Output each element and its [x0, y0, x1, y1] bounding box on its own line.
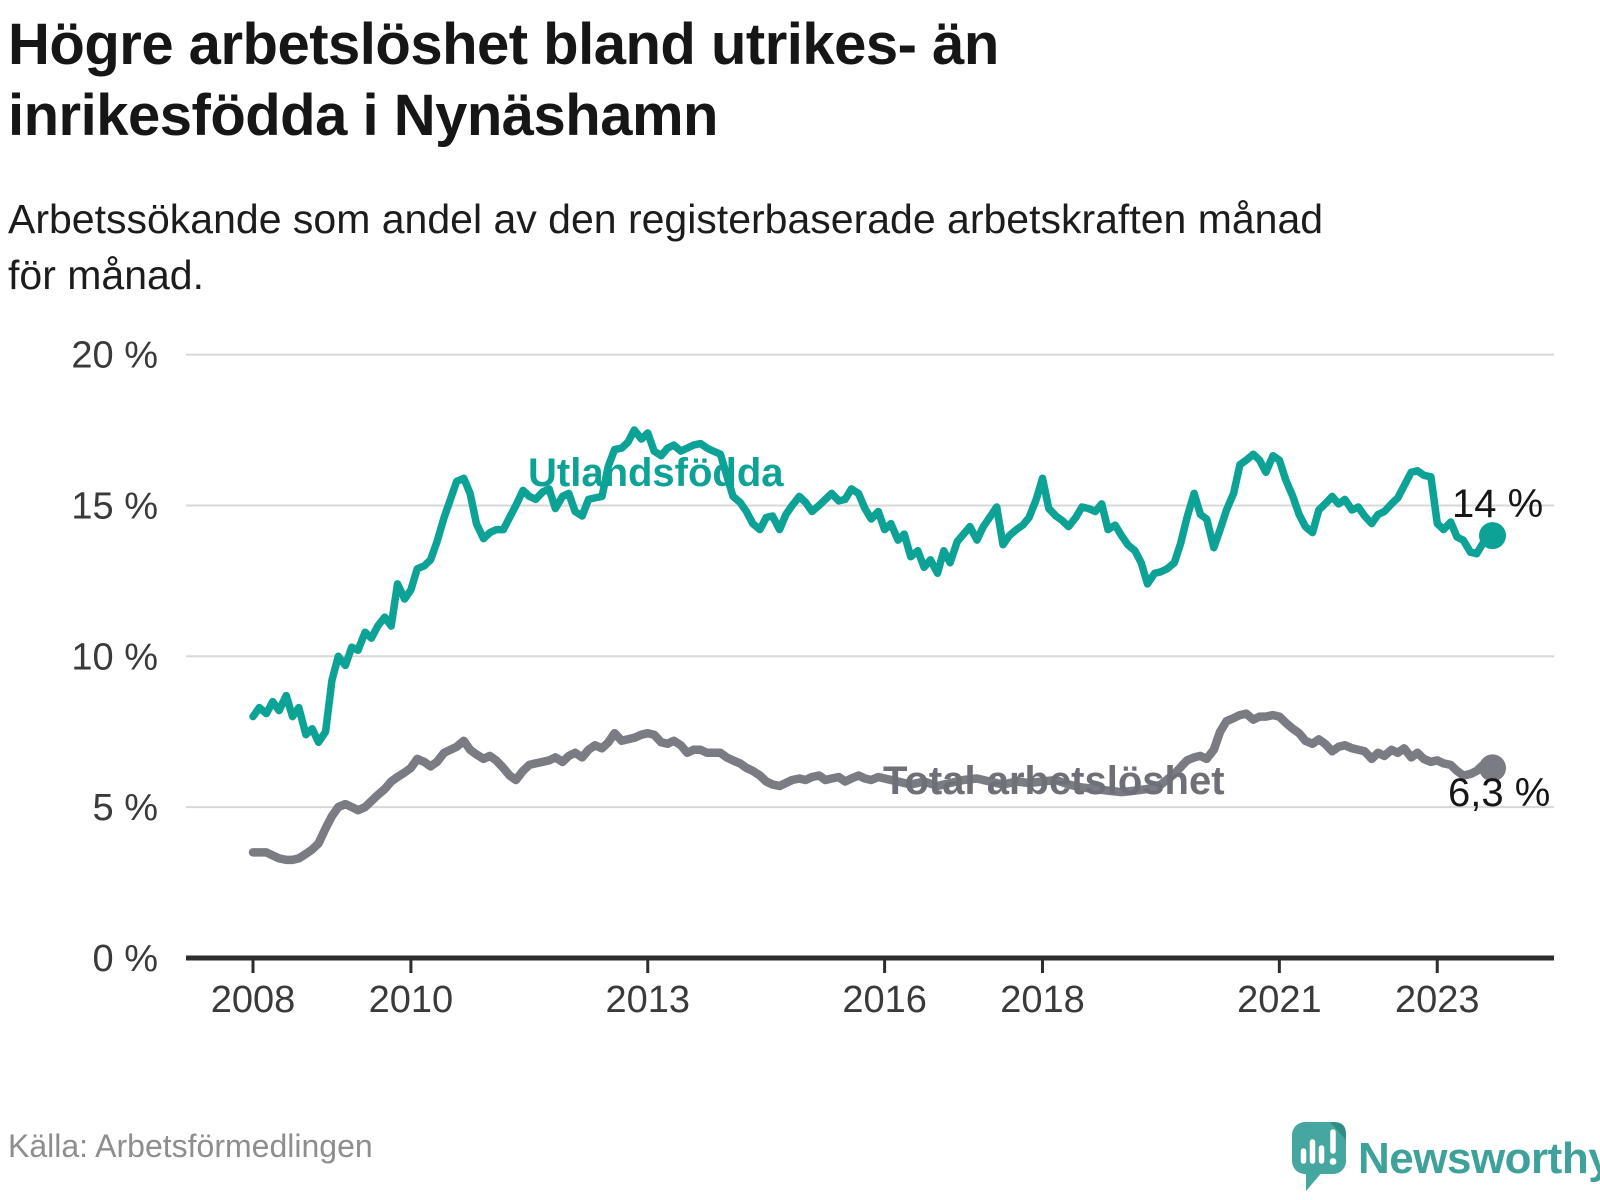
end-label-utlandsfodda: 14 % — [1452, 482, 1543, 526]
y-axis-label-0: 0 % — [93, 938, 158, 980]
x-axis-label-2008: 2008 — [211, 979, 296, 1021]
newsworthy-logo: Newsworthy — [1292, 1122, 1600, 1191]
newsworthy-logo-icon — [1292, 1122, 1346, 1191]
source-note: Källa: Arbetsförmedlingen — [8, 1128, 373, 1164]
y-axis-label-20: 20 % — [71, 335, 158, 377]
x-axis: 2008 2010 2013 2016 2018 2021 2023 — [186, 955, 1554, 1021]
x-axis-label-2018: 2018 — [1000, 979, 1085, 1021]
page-title: Högre arbetslöshet bland utrikes- än inr… — [8, 10, 1578, 152]
end-dot-total — [1479, 754, 1506, 782]
y-axis-label-10: 10 % — [71, 636, 158, 678]
x-axis-label-2013: 2013 — [605, 979, 690, 1021]
newsworthy-wordmark: Newsworthy — [1358, 1134, 1600, 1183]
series-lines — [248, 426, 1497, 865]
x-axis-label-2023: 2023 — [1395, 979, 1480, 1021]
series-line-utlandsfodda — [249, 426, 1497, 747]
subtitle-line-1: Arbetssökande som andel av den registerb… — [8, 196, 1324, 242]
end-markers — [1479, 522, 1506, 782]
logo-bubble-fold — [1330, 1122, 1346, 1140]
title-line-2: inrikesfödda i Nynäshamn — [8, 82, 718, 148]
x-axis-label-2016: 2016 — [842, 979, 927, 1021]
logo-bubble-tail — [1306, 1170, 1324, 1191]
series-line-total — [248, 709, 1497, 865]
y-axis-label-15: 15 % — [71, 485, 158, 527]
series-label-total: Total arbetslöshet — [883, 759, 1225, 803]
series-label-utlandsfodda: Utlandsfödda — [528, 451, 784, 495]
x-axis-label-2010: 2010 — [369, 979, 454, 1021]
logo-barchart-icon — [1300, 1129, 1336, 1164]
chart-subtitle: Arbetssökande som andel av den registerb… — [8, 192, 1583, 304]
gridlines: 20 % 15 % 10 % 5 % 0 % — [71, 335, 1554, 980]
end-dot-utlandsfodda — [1479, 522, 1506, 550]
end-label-total: 6,3 % — [1448, 771, 1550, 815]
subtitle-line-2: för månad. — [8, 251, 204, 298]
y-axis-label-5: 5 % — [93, 787, 158, 829]
logo-exclamation-dot — [1329, 1158, 1337, 1165]
title-line-1: Högre arbetslöshet bland utrikes- än — [8, 12, 999, 77]
x-axis-label-2021: 2021 — [1237, 979, 1322, 1021]
